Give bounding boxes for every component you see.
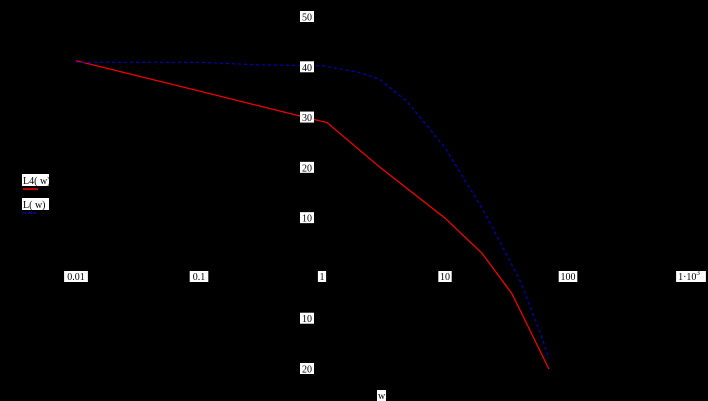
y-tick-text: 40	[302, 63, 312, 74]
y-tick-text: 10	[302, 314, 312, 325]
x-tick-text: 0.1	[193, 272, 206, 283]
y-tick-label: 50	[300, 11, 314, 24]
x-tick-bg	[438, 271, 452, 282]
x-tick-label: 0.1	[189, 271, 209, 283]
y-tick-bg	[300, 312, 314, 324]
x-tick-text: 0.01	[67, 272, 85, 283]
series-line-l	[76, 61, 550, 360]
y-tick-bg	[300, 111, 314, 123]
x-tick-label: 1	[317, 271, 327, 283]
legend-entry-l: L( w)	[22, 198, 49, 214]
x-axis-label-bg	[377, 390, 386, 401]
y-tick-text: 30	[302, 113, 312, 124]
legend-bg	[22, 174, 49, 186]
y-tick-bg	[300, 212, 314, 224]
series-line-l4	[75, 60, 550, 370]
x-tick-label: 0.01	[64, 271, 88, 283]
y-tick-label: 10	[300, 312, 314, 325]
x-axis-label-group: w	[377, 390, 386, 401]
x-tick-bg	[189, 271, 209, 282]
x-tick-label: 10	[438, 271, 452, 283]
x-tick-text: 1	[320, 272, 325, 283]
legend-entry-l4: L4( w)	[22, 174, 51, 190]
x-tick-bg	[676, 271, 706, 282]
x-tick-bg	[64, 271, 88, 282]
y-tick-bg	[300, 363, 314, 374]
x-tick-text: 10	[440, 272, 450, 283]
y-tick-bg	[300, 61, 314, 73]
legend-label: L4( w)	[23, 176, 51, 187]
y-tick-label: 40	[300, 61, 314, 74]
y-tick-labels: 50 40 30 20 10 10 20	[300, 11, 314, 376]
y-tick-text: 50	[302, 13, 312, 24]
x-tick-exponent: 3	[696, 269, 700, 277]
x-tick-bg	[317, 271, 327, 282]
x-tick-labels: 0.01 0.1 1 10 100 1·103	[64, 269, 706, 283]
x-tick-bg	[558, 271, 578, 282]
y-tick-label: 30	[300, 111, 314, 124]
legend: L4( w) L( w)	[22, 174, 51, 214]
series-layer	[75, 60, 550, 370]
y-tick-text: 20	[302, 365, 312, 376]
y-tick-text: 20	[302, 163, 312, 174]
y-tick-label: 20	[300, 161, 314, 174]
x-tick-text: 1·103	[678, 269, 700, 283]
y-tick-text: 10	[302, 214, 312, 225]
x-axis-label: w	[378, 391, 386, 401]
y-tick-label: 20	[300, 363, 314, 376]
y-tick-bg	[300, 11, 314, 22]
x-tick-label: 1·103	[676, 269, 706, 283]
y-tick-bg	[300, 161, 314, 173]
legend-label: L( w)	[23, 200, 46, 211]
legend-bg	[22, 198, 49, 210]
x-tick-label: 100	[558, 271, 578, 283]
x-tick-text: 100	[561, 272, 576, 283]
y-tick-label: 10	[300, 212, 314, 225]
